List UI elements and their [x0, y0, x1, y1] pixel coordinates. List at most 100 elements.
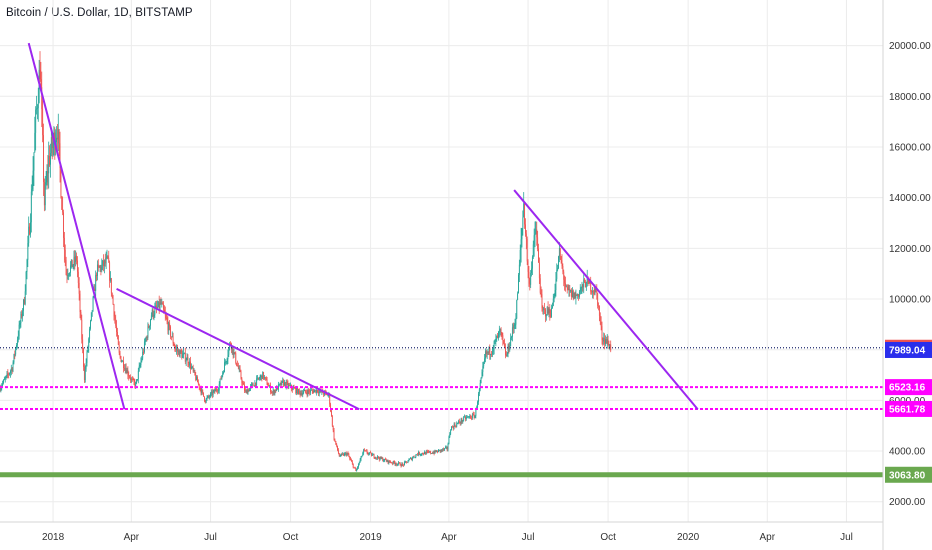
candle-body [71, 259, 73, 268]
candle-body [282, 380, 284, 382]
candle-body [115, 319, 117, 326]
candle-body [244, 390, 246, 392]
candle-body [371, 452, 372, 456]
candle-body [583, 279, 585, 288]
candle-body [519, 249, 521, 265]
candle-body [182, 354, 184, 358]
candle-body [40, 79, 42, 88]
horizontal-levels[interactable] [0, 347, 883, 478]
candle-body [539, 278, 541, 293]
candle-body [430, 451, 432, 454]
candle-body [183, 352, 185, 354]
candle-body [251, 383, 253, 385]
candle-body [29, 222, 31, 235]
candle-body [395, 463, 397, 465]
candle-body [488, 347, 490, 353]
candle-body [170, 326, 171, 337]
price-axis[interactable]: 2000.004000.006000.008000.0010000.001200… [889, 41, 931, 508]
candle-body [509, 346, 511, 350]
candle-body [444, 447, 446, 449]
candle-body [8, 374, 10, 375]
candle-body [333, 430, 335, 440]
candle-body [538, 248, 539, 263]
candle-body [607, 339, 609, 345]
candle-body [478, 389, 480, 394]
candle-body [6, 373, 8, 376]
candle-body [106, 256, 108, 258]
candle-body [390, 461, 392, 463]
candle-body [344, 453, 345, 456]
time-axis[interactable]: 2018 Apr Jul Oct 2019 Apr Jul Oct 2020 Apr Jul [42, 532, 853, 543]
candle-body [578, 291, 580, 297]
candle-body [565, 286, 567, 288]
price-badge-label: 7989.04 [889, 346, 926, 357]
candle-body [366, 451, 368, 454]
candle-body [377, 456, 379, 459]
candle-body [310, 389, 312, 391]
candle-body [394, 462, 396, 465]
candle-body [166, 318, 168, 322]
candle-body [228, 348, 230, 355]
candle-body [586, 276, 588, 287]
candle-body [175, 348, 177, 350]
candle-body [48, 156, 50, 174]
candle-body [108, 258, 110, 263]
candle-body [536, 229, 538, 238]
candle-body [277, 384, 279, 390]
candle-body [400, 465, 402, 467]
candle-body [194, 370, 196, 376]
candle-body [192, 366, 194, 371]
candle-body [114, 316, 116, 320]
candle-body [605, 339, 607, 344]
candle-body [297, 387, 298, 394]
candle-body [599, 315, 601, 322]
candle-body [231, 346, 233, 350]
candle-body [494, 340, 496, 342]
candle-body [581, 284, 583, 288]
candle-body [604, 337, 606, 344]
candle-body [465, 417, 467, 419]
candle-body [18, 324, 20, 336]
candle-body [148, 326, 150, 328]
candle-body [137, 379, 138, 380]
candle-body [409, 458, 411, 460]
candle-body [350, 458, 352, 461]
price-tick-label: 14000.00 [889, 193, 931, 204]
candle-body [205, 398, 207, 403]
candle-body [250, 384, 252, 386]
candle-body [593, 292, 595, 294]
candle-body [254, 382, 256, 387]
candle-body [31, 189, 33, 192]
candle-body [515, 318, 517, 325]
candle-body [427, 451, 429, 453]
candle-body [349, 456, 351, 459]
trendlines[interactable] [27, 42, 699, 411]
trendline [116, 287, 360, 411]
candle-body [598, 306, 600, 316]
time-tick-label: Oct [600, 532, 616, 543]
candle-body [318, 390, 320, 394]
candle-body [606, 339, 608, 344]
candle-body [396, 463, 398, 465]
candle-body [197, 377, 198, 383]
candle-body [286, 382, 288, 383]
candle-body [243, 382, 245, 385]
candle-body [144, 340, 146, 342]
candle-body [338, 453, 340, 457]
candle-body [543, 308, 545, 310]
candle-body [76, 255, 78, 261]
candle-body [555, 278, 557, 291]
candle-body [548, 309, 550, 313]
candle-body [437, 451, 439, 453]
candle-body [116, 332, 118, 336]
candle-body [434, 450, 436, 454]
candle-body [10, 368, 12, 371]
candle-body [300, 393, 302, 395]
candle-body [149, 325, 151, 328]
candle-body [432, 452, 434, 454]
candle-body [538, 262, 540, 279]
candle-body [263, 372, 265, 379]
candle-body [109, 262, 111, 281]
candle-body [363, 449, 365, 454]
